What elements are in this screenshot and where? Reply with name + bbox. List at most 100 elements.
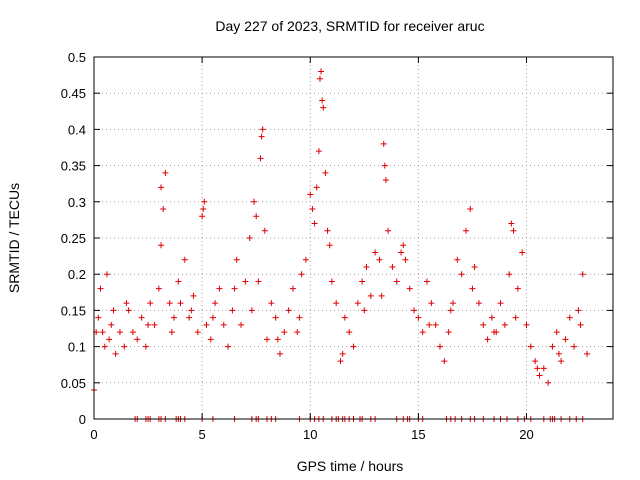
grid xyxy=(94,57,613,419)
data-point xyxy=(577,321,584,328)
data-point xyxy=(398,249,405,256)
data-point xyxy=(424,278,431,285)
data-point xyxy=(381,162,388,169)
data-point xyxy=(171,314,178,321)
data-point xyxy=(437,343,443,350)
data-point xyxy=(376,256,383,263)
data-point xyxy=(462,227,469,234)
data-point xyxy=(95,314,102,321)
data-point xyxy=(491,329,498,336)
data-point xyxy=(484,336,491,343)
data-point xyxy=(242,278,249,285)
data-point xyxy=(426,321,433,328)
data-point xyxy=(532,358,539,365)
data-point xyxy=(382,177,389,184)
data-point xyxy=(175,278,182,285)
data-point xyxy=(322,169,329,176)
x-tick-label: 10 xyxy=(303,427,317,442)
data-point xyxy=(296,314,303,321)
data-point xyxy=(99,329,106,336)
data-point xyxy=(313,184,320,191)
data-point xyxy=(378,292,385,299)
x-axis-ticks: 0 5 10 15 20 xyxy=(90,57,534,442)
data-point xyxy=(367,292,374,299)
data-point xyxy=(553,329,560,336)
data-point xyxy=(103,271,110,278)
data-point xyxy=(508,220,515,227)
data-point xyxy=(268,300,275,307)
data-point xyxy=(406,285,413,292)
data-point xyxy=(261,227,268,234)
data-point xyxy=(318,68,325,75)
data-point xyxy=(428,300,435,307)
y-tick-label: 0.4 xyxy=(68,122,86,137)
data-point xyxy=(501,321,508,328)
data-point xyxy=(545,379,552,386)
data-point xyxy=(447,307,454,314)
data-point xyxy=(333,300,340,307)
data-point xyxy=(475,300,482,307)
data-point xyxy=(534,365,541,372)
data-point xyxy=(229,307,236,314)
data-point xyxy=(289,285,296,292)
data-point xyxy=(385,227,392,234)
data-point xyxy=(506,271,513,278)
data-point xyxy=(328,278,335,285)
data-point xyxy=(558,358,565,365)
data-point xyxy=(519,249,526,256)
data-point xyxy=(316,75,323,82)
data-point xyxy=(536,372,543,379)
data-point xyxy=(579,271,586,278)
data-point xyxy=(246,235,253,241)
data-point xyxy=(231,285,238,292)
data-point xyxy=(359,278,366,285)
y-tick-label: 0.3 xyxy=(68,195,86,210)
y-tick-label: 0.45 xyxy=(61,86,86,101)
data-point xyxy=(523,321,530,328)
data-point xyxy=(162,169,169,176)
data-point xyxy=(571,343,578,350)
data-point xyxy=(158,242,165,249)
data-point xyxy=(566,314,573,321)
y-tick-label: 0 xyxy=(79,412,86,427)
data-point xyxy=(326,242,333,249)
data-point xyxy=(129,329,136,336)
data-point xyxy=(272,314,279,321)
data-point xyxy=(155,285,162,292)
data-point xyxy=(108,321,115,328)
data-point xyxy=(106,336,113,343)
data-point xyxy=(281,329,288,336)
data-point xyxy=(264,336,270,343)
data-point xyxy=(166,300,173,307)
data-point xyxy=(257,155,264,162)
data-point xyxy=(380,140,387,147)
data-point xyxy=(337,358,344,365)
data-point xyxy=(158,184,165,191)
data-point xyxy=(540,365,547,372)
data-point xyxy=(471,263,478,270)
data-point xyxy=(324,227,331,234)
data-point xyxy=(307,191,314,198)
data-point xyxy=(145,321,152,328)
data-point xyxy=(110,307,117,314)
data-point xyxy=(432,321,439,328)
x-tick-label: 20 xyxy=(519,427,533,442)
data-point xyxy=(527,343,534,350)
data-point xyxy=(469,285,476,292)
data-point xyxy=(445,329,452,336)
data-point xyxy=(259,126,266,133)
data-point xyxy=(142,343,149,350)
data-point xyxy=(203,321,210,328)
data-point xyxy=(238,321,245,328)
data-point xyxy=(276,350,283,357)
data-point xyxy=(555,350,562,357)
data-point xyxy=(225,343,232,350)
y-tick-label: 0.15 xyxy=(61,303,86,318)
data-point xyxy=(562,336,569,343)
y-axis-label: SRMTID / TECUs xyxy=(6,183,22,293)
y-tick-label: 0.35 xyxy=(61,159,86,174)
data-point xyxy=(101,343,108,350)
data-point xyxy=(363,263,370,270)
data-point xyxy=(121,343,128,350)
